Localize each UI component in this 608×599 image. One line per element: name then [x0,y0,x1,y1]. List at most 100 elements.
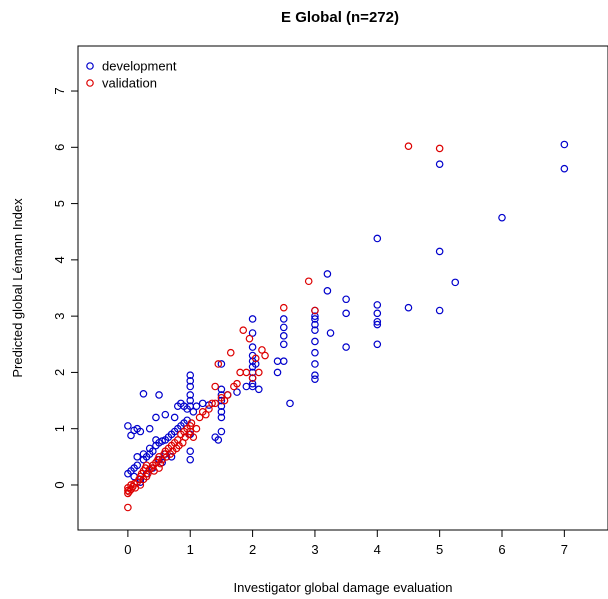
y-axis: 0 1 2 3 4 5 6 7 [52,87,79,489]
development-point [311,315,319,323]
development-point [311,337,319,346]
development-point [279,332,288,340]
development-point [152,413,160,422]
development-point [133,461,142,470]
validation-point [220,396,229,405]
development-point [435,306,444,315]
validation-point [236,368,244,377]
validation-point [214,360,223,368]
x-tick-label: 6 [498,542,505,557]
development-point [214,436,223,444]
legend: development validation [86,59,177,91]
y-tick-label: 2 [52,369,67,376]
validation-point [258,346,266,354]
development-point [342,343,350,351]
validation-point [156,459,165,468]
x-axis-label: Investigator global damage evaluation [234,580,453,595]
y-tick-label: 0 [52,481,67,488]
development-point [279,323,288,332]
y-tick-label: 3 [52,313,67,320]
development-point [373,320,382,329]
validation-point [304,277,313,286]
development-point [373,234,382,243]
development-point [435,247,444,256]
development-point [311,375,319,383]
x-tick-label: 1 [187,542,194,557]
development-point [145,444,154,453]
validation-point [251,354,260,363]
development-point [248,329,257,337]
validation-point [223,391,232,399]
development-point [124,422,132,430]
validation-point [242,368,251,377]
development-point [251,360,260,368]
validation-point [248,374,257,382]
validation-point [311,306,319,315]
legend-label-development: development [102,59,177,74]
legend-marker-development [86,62,94,70]
y-tick-label: 6 [52,144,67,151]
validation-point [245,334,254,343]
development-point [139,390,148,398]
development-point [217,360,226,368]
development-point [342,295,350,304]
y-tick-label: 7 [52,87,67,94]
development-point [342,309,350,318]
development-point [311,312,319,320]
development-point [217,396,226,405]
x-tick-label: 2 [249,542,256,557]
y-tick-label: 5 [52,200,67,207]
development-point [323,270,332,278]
development-point [273,357,282,365]
x-tick-label: 4 [374,542,381,557]
development-point [152,436,160,444]
development-point [560,164,569,173]
x-tick-label: 5 [436,542,443,557]
development-point [186,391,195,399]
validation-point [195,413,204,422]
development-point [217,408,226,416]
development-point [373,309,382,318]
development-point [186,377,195,385]
development-point [373,301,382,309]
development-point [248,382,257,391]
development-point [326,329,335,337]
development-point [560,140,569,149]
development-point [189,408,198,416]
validation-point [136,481,145,489]
development-point [311,371,319,380]
development-point [186,447,195,456]
development-point [217,413,226,422]
development-point [217,402,226,410]
validation-point [261,351,269,360]
development-point [192,402,201,410]
development-point [248,315,257,323]
validation-point [124,503,132,512]
y-tick-label: 1 [52,425,67,432]
validation-point [205,405,213,413]
validation-point [239,326,248,335]
chart-title: E Global (n=272) [281,9,399,26]
development-point [136,427,145,436]
development-point [435,160,444,168]
development-point [248,343,257,351]
development-point [373,317,382,326]
development-point [217,427,226,436]
development-point [373,340,382,349]
validation-point [125,487,133,496]
development-point [186,382,195,391]
x-axis: 0 1 2 3 4 5 6 7 [124,529,568,557]
validation-point [255,368,263,377]
validation-point [202,410,210,419]
development-point [323,287,332,295]
y-tick-label: 4 [52,256,67,263]
x-tick-label: 3 [311,542,318,557]
development-point [279,340,288,349]
validation-point [211,399,219,408]
development-point [186,396,195,405]
validation-point [144,469,152,478]
validation-point [435,144,444,153]
legend-marker-validation [86,79,94,87]
development-point [217,385,226,394]
